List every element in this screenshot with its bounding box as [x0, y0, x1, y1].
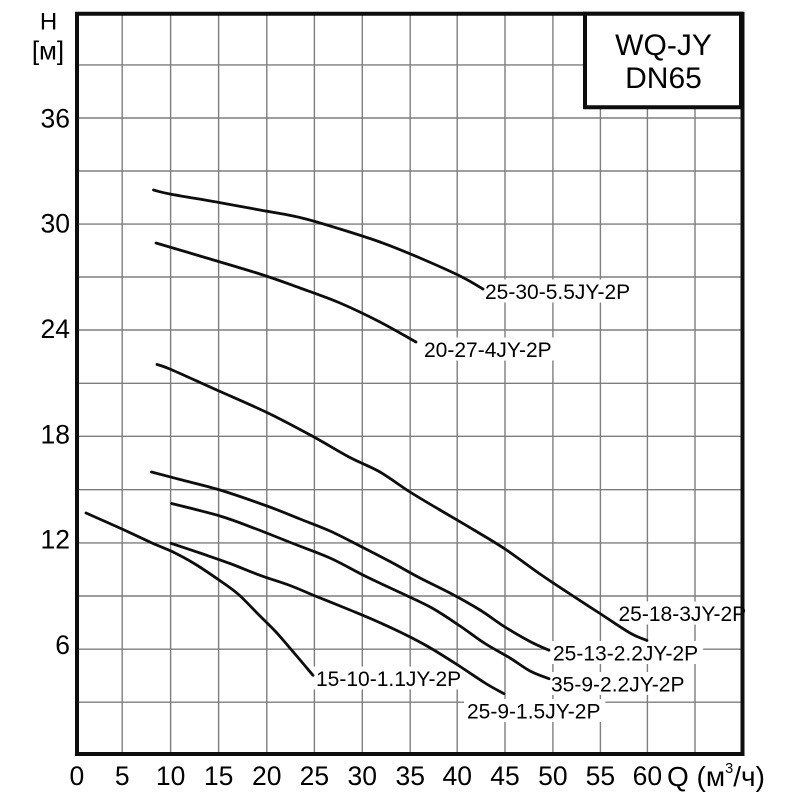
svg-text:25: 25: [300, 761, 329, 791]
svg-text:30: 30: [41, 209, 70, 239]
svg-text:10: 10: [156, 761, 185, 791]
svg-text:WQ-JY: WQ-JY: [615, 29, 712, 62]
svg-text:35: 35: [395, 761, 424, 791]
svg-text:45: 45: [490, 761, 519, 791]
svg-text:50: 50: [538, 761, 567, 791]
svg-text:25-13-2.2JY-2P: 25-13-2.2JY-2P: [553, 643, 698, 666]
svg-text:24: 24: [41, 314, 70, 344]
svg-text:60: 60: [633, 761, 662, 791]
svg-text:0: 0: [70, 761, 85, 791]
svg-text:Q (м3/ч): Q (м3/ч): [667, 761, 765, 792]
svg-text:12: 12: [41, 525, 70, 555]
svg-text:15: 15: [204, 761, 233, 791]
svg-text:25-9-1.5JY-2P: 25-9-1.5JY-2P: [467, 701, 600, 724]
svg-text:6: 6: [55, 630, 70, 660]
svg-text:25-30-5.5JY-2P: 25-30-5.5JY-2P: [485, 281, 630, 304]
svg-text:[м]: [м]: [32, 35, 64, 65]
svg-text:55: 55: [586, 761, 615, 791]
svg-text:H: H: [40, 9, 57, 36]
svg-text:36: 36: [41, 104, 70, 134]
svg-text:DN65: DN65: [625, 62, 702, 95]
svg-text:15-10-1.1JY-2P: 15-10-1.1JY-2P: [316, 668, 461, 691]
svg-text:30: 30: [348, 761, 377, 791]
svg-text:18: 18: [41, 419, 70, 449]
svg-text:20-27-4JY-2P: 20-27-4JY-2P: [424, 339, 552, 362]
svg-text:25-18-3JY-2P: 25-18-3JY-2P: [619, 603, 747, 626]
svg-text:5: 5: [115, 761, 130, 791]
svg-text:40: 40: [442, 761, 471, 791]
svg-text:35-9-2.2JY-2P: 35-9-2.2JY-2P: [551, 674, 684, 697]
svg-text:20: 20: [252, 761, 281, 791]
